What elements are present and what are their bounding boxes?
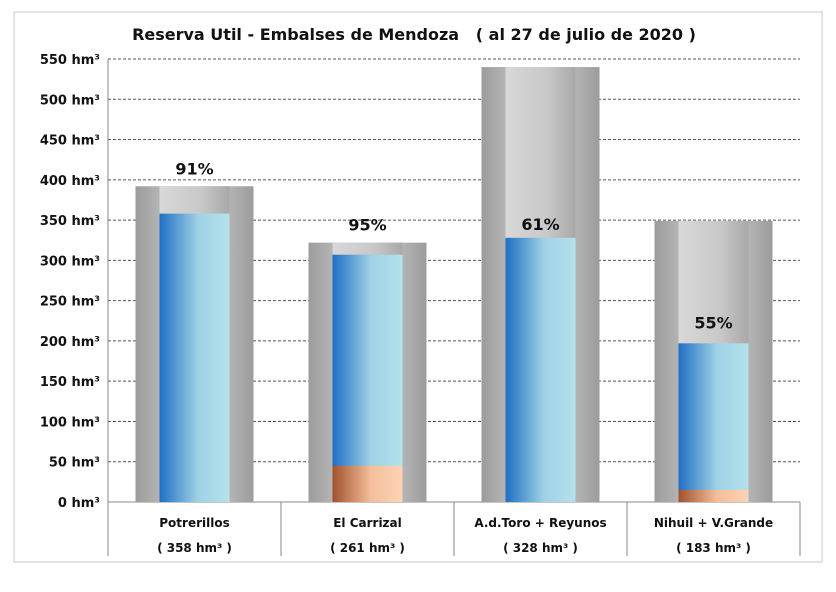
volume-label: ( 183 hm³ ) bbox=[676, 541, 751, 555]
y-tick-label: 450 hm³ bbox=[40, 134, 100, 149]
y-tick-label: 100 hm³ bbox=[40, 415, 100, 430]
volume-label: ( 261 hm³ ) bbox=[330, 541, 405, 555]
category-label: El Carrizal bbox=[333, 516, 402, 530]
category-label: Nihuil + V.Grande bbox=[654, 516, 773, 530]
category-label: Potrerillos bbox=[159, 516, 229, 530]
y-tick-label: 350 hm³ bbox=[40, 214, 100, 229]
y-tick-label: 500 hm³ bbox=[40, 93, 100, 108]
y-tick-label: 150 hm³ bbox=[40, 375, 100, 390]
percent-label: 91% bbox=[175, 159, 213, 178]
volume-label: ( 328 hm³ ) bbox=[503, 541, 578, 555]
volume-bar bbox=[159, 213, 230, 502]
y-tick-label: 550 hm³ bbox=[40, 53, 100, 68]
category-label: A.d.Toro + Reyunos bbox=[474, 516, 606, 530]
y-tick-label: 400 hm³ bbox=[40, 174, 100, 189]
percent-label: 95% bbox=[348, 216, 386, 235]
percent-label: 61% bbox=[521, 215, 559, 234]
y-tick-label: 0 hm³ bbox=[58, 496, 100, 511]
sediment-bar bbox=[678, 489, 749, 502]
chart-title: Reserva Util - Embalses de Mendoza ( al … bbox=[132, 25, 696, 44]
y-tick-label: 250 hm³ bbox=[40, 295, 100, 310]
volume-bar bbox=[505, 237, 576, 502]
volume-label: ( 358 hm³ ) bbox=[157, 541, 232, 555]
percent-label: 55% bbox=[694, 313, 732, 332]
y-tick-label: 50 hm³ bbox=[49, 456, 100, 471]
chart-frame bbox=[13, 11, 823, 563]
y-tick-label: 300 hm³ bbox=[40, 254, 100, 269]
sediment-bar bbox=[332, 465, 403, 502]
y-tick-label: 200 hm³ bbox=[40, 335, 100, 350]
volume-bar bbox=[332, 254, 403, 502]
volume-bar bbox=[678, 343, 749, 502]
